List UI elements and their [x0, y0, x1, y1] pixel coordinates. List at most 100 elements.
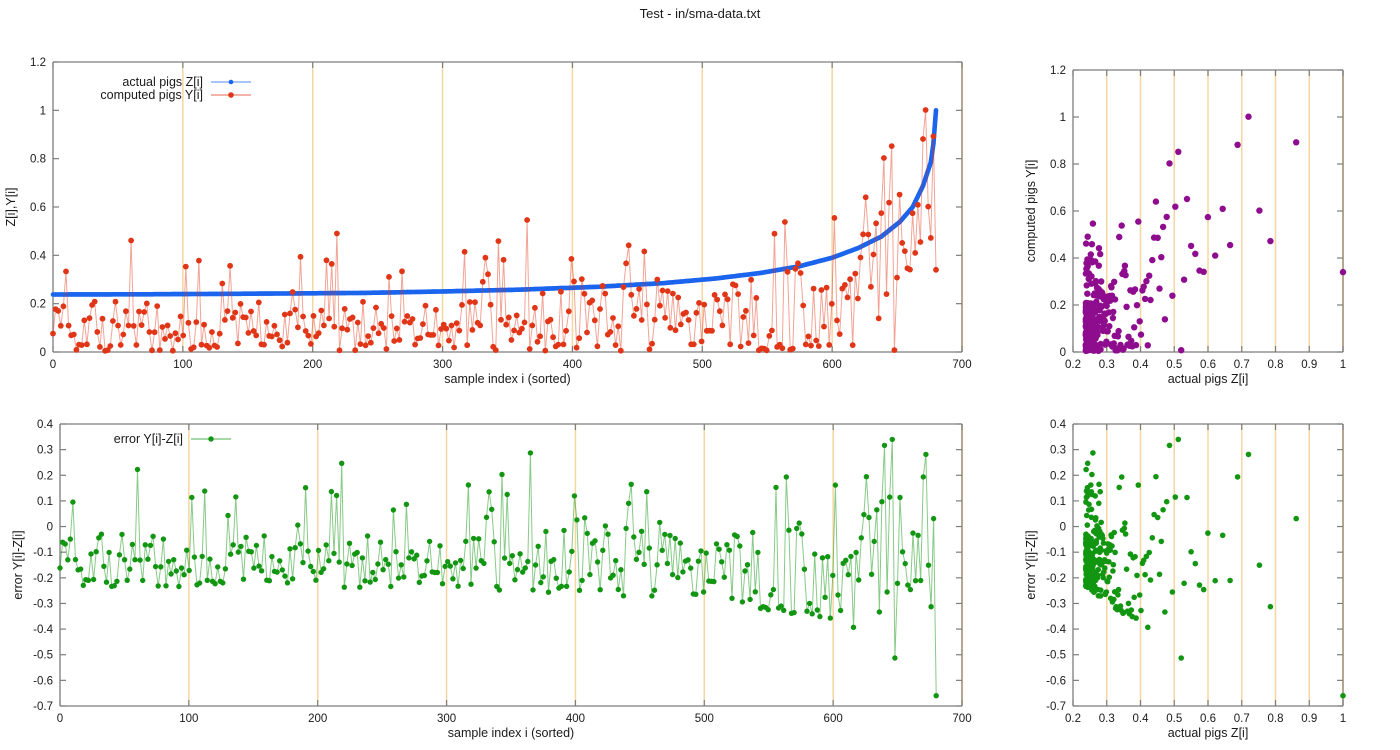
figure-title: Test - in/sma-data.txt [639, 6, 761, 21]
svg-text:600: 600 [823, 359, 842, 371]
tick-labels: 0.2 0.3 0.4 0.5 0.6 0.7 0.8 0.9 1 -0.7 -0.6 -0.5 -0.… [1046, 419, 1346, 725]
svg-text:100: 100 [179, 713, 198, 725]
y-axis-label: error Y[i]-Z[i] [11, 530, 25, 599]
ticks [1072, 69, 1344, 353]
svg-text:0.1: 0.1 [1050, 496, 1066, 508]
ticks [52, 61, 963, 353]
svg-text:700: 700 [952, 359, 971, 371]
svg-text:0.6: 0.6 [1200, 359, 1216, 371]
svg-text:0.2: 0.2 [30, 299, 46, 311]
svg-text:0.4: 0.4 [1133, 359, 1150, 371]
svg-text:0.8: 0.8 [1050, 159, 1066, 171]
x-axis-label: actual pigs Z[i] [1168, 726, 1249, 740]
svg-text:actual pigs Z[i]: actual pigs Z[i] [122, 75, 203, 89]
svg-text:-0.4: -0.4 [1046, 624, 1066, 636]
svg-text:200: 200 [303, 359, 322, 371]
svg-text:400: 400 [563, 359, 582, 371]
svg-text:0.3: 0.3 [1050, 445, 1066, 457]
series-computed-vs-actual-0 [1082, 113, 1347, 354]
svg-text:0.5: 0.5 [1166, 359, 1182, 371]
svg-text:1.2: 1.2 [30, 57, 46, 69]
svg-text:0.9: 0.9 [1301, 359, 1317, 371]
svg-text:700: 700 [952, 713, 971, 725]
svg-text:-0.2: -0.2 [33, 573, 53, 585]
panel-error-vs-actual: 0.2 0.3 0.4 0.5 0.6 0.7 0.8 0.9 1 -0.7 -0.6 -0.5 -0.… [1024, 419, 1346, 740]
svg-text:0.8: 0.8 [30, 154, 46, 166]
svg-text:0.8: 0.8 [1268, 713, 1284, 725]
svg-text:0.8: 0.8 [1268, 359, 1284, 371]
svg-text:error Y[i]-Z[i]: error Y[i]-Z[i] [114, 432, 183, 446]
svg-text:0: 0 [57, 713, 63, 725]
svg-text:0: 0 [47, 522, 53, 534]
svg-text:300: 300 [433, 359, 452, 371]
svg-text:500: 500 [695, 713, 714, 725]
tick-labels: 0 100 200 300 400 500 600 700 -0.7 -0.6 -0.5 -0.4 -0… [33, 419, 971, 725]
ticks [1072, 423, 1344, 707]
svg-text:computed pigs Y[i]: computed pigs Y[i] [100, 88, 203, 102]
svg-text:-0.7: -0.7 [1046, 701, 1066, 713]
svg-text:0.4: 0.4 [37, 419, 54, 431]
svg-text:-0.3: -0.3 [33, 598, 53, 610]
legend: actual pigs Z[i]computed pigs Y[i] [100, 75, 251, 102]
series-series-vs-index-1 [50, 107, 939, 354]
svg-text:0.4: 0.4 [1133, 713, 1150, 725]
svg-text:100: 100 [173, 359, 192, 371]
svg-text:0.9: 0.9 [1301, 713, 1317, 725]
svg-text:0: 0 [1060, 522, 1066, 534]
svg-text:500: 500 [693, 359, 712, 371]
svg-text:-0.4: -0.4 [33, 624, 53, 636]
svg-text:-0.1: -0.1 [1046, 547, 1066, 559]
legend: error Y[i]-Z[i] [114, 432, 231, 446]
tick-labels: 0 100 200 300 400 500 600 700 0 0.2 0.4 0.6 0.8 1 1.2 [30, 57, 972, 371]
svg-text:0.4: 0.4 [30, 250, 47, 262]
grid [1106, 424, 1310, 706]
svg-text:0.5: 0.5 [1166, 713, 1182, 725]
svg-text:-0.1: -0.1 [33, 547, 53, 559]
tick-labels: 0.2 0.3 0.4 0.5 0.6 0.7 0.8 0.9 100.20.40.60.811… [1050, 65, 1346, 371]
svg-text:1: 1 [1060, 112, 1066, 124]
svg-text:-0.6: -0.6 [1046, 675, 1066, 687]
svg-text:0.1: 0.1 [37, 496, 53, 508]
svg-text:-0.6: -0.6 [33, 675, 53, 687]
svg-text:1: 1 [1340, 359, 1346, 371]
svg-text:1: 1 [1340, 713, 1346, 725]
grid [188, 424, 834, 706]
svg-text:-0.5: -0.5 [33, 650, 53, 662]
svg-text:0.6: 0.6 [1050, 206, 1066, 218]
svg-text:0.2: 0.2 [1050, 300, 1066, 312]
svg-text:0: 0 [40, 347, 46, 359]
svg-text:300: 300 [437, 713, 456, 725]
svg-text:-0.5: -0.5 [1046, 650, 1066, 662]
svg-text:-0.3: -0.3 [1046, 598, 1066, 610]
svg-text:0.4: 0.4 [1050, 253, 1067, 265]
x-axis-label: sample index i (sorted) [444, 372, 570, 386]
svg-text:0.2: 0.2 [1050, 470, 1066, 482]
y-axis-label: Z[i],Y[i] [4, 188, 18, 227]
svg-text:0: 0 [50, 359, 56, 371]
series-series-vs-index-0 [50, 108, 939, 297]
panel-series-vs-index: 0 100 200 300 400 500 600 700 0 0.2 0.4 0.6 0.8 1 1.2 s… [4, 57, 972, 386]
svg-text:0: 0 [1060, 347, 1066, 359]
y-axis-label: error Y[i]-Z[i] [1024, 530, 1038, 599]
panel-computed-vs-actual: 0.2 0.3 0.4 0.5 0.6 0.7 0.8 0.9 100.20.40.60.811… [1024, 65, 1346, 386]
svg-text:-0.7: -0.7 [33, 701, 53, 713]
grid [182, 62, 833, 352]
svg-text:0.3: 0.3 [1099, 359, 1115, 371]
svg-text:-0.2: -0.2 [1046, 573, 1066, 585]
svg-text:0.2: 0.2 [37, 470, 53, 482]
svg-text:1.2: 1.2 [1050, 65, 1066, 77]
x-axis-label: actual pigs Z[i] [1168, 372, 1249, 386]
svg-text:0.7: 0.7 [1234, 359, 1250, 371]
svg-text:0.3: 0.3 [1099, 713, 1115, 725]
y-axis-label: computed pigs Y[i] [1024, 160, 1038, 263]
svg-text:0.2: 0.2 [1065, 359, 1081, 371]
svg-text:1: 1 [40, 105, 46, 117]
panel-error-vs-index: 0 100 200 300 400 500 600 700 -0.7 -0.6 -0.5 -0.4 -0… [11, 419, 972, 740]
svg-text:200: 200 [308, 713, 327, 725]
series-error-vs-actual-0 [1083, 436, 1346, 699]
svg-text:0.6: 0.6 [30, 202, 46, 214]
svg-text:0.7: 0.7 [1234, 713, 1250, 725]
ticks [59, 423, 963, 707]
